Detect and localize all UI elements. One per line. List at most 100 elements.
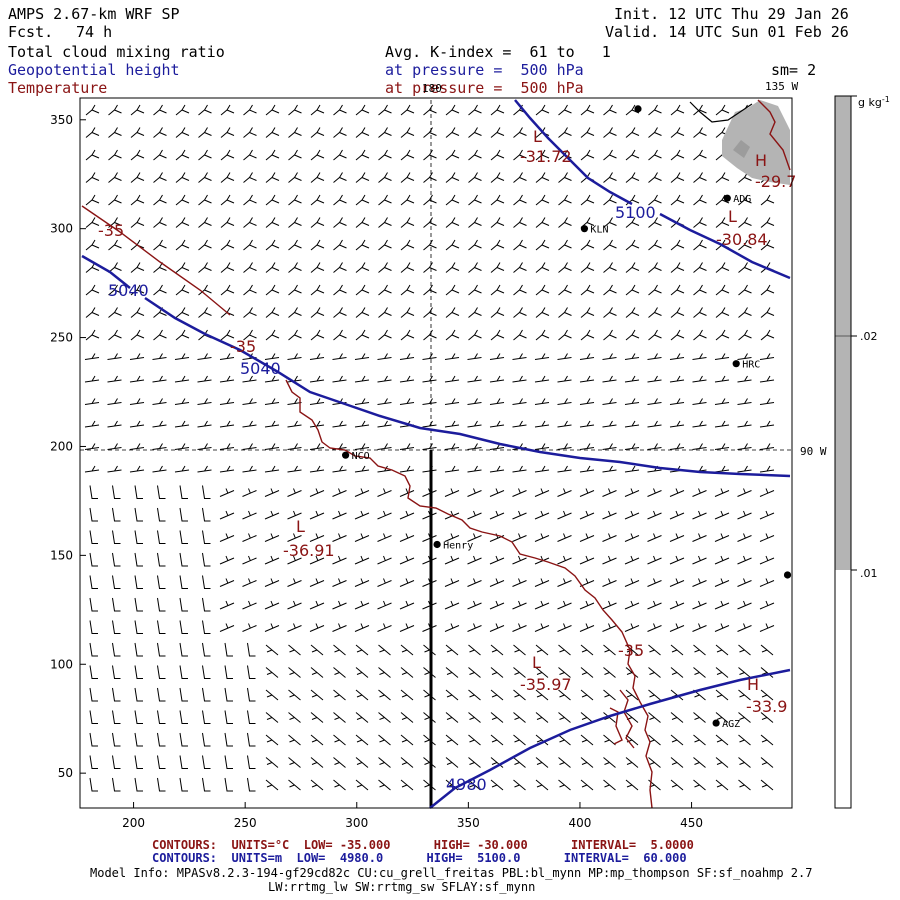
wind-barb [242, 533, 257, 542]
wind-barb [355, 307, 370, 318]
wind-barb [179, 597, 188, 612]
wind-barb [579, 420, 595, 428]
wind-barb [422, 398, 437, 405]
wind-barb [130, 284, 145, 296]
station-marker [732, 360, 740, 368]
wind-barb [333, 104, 347, 116]
wind-barb [625, 734, 639, 746]
wind-barb [648, 734, 661, 746]
wind-barb [513, 644, 526, 656]
wind-barb [242, 623, 257, 632]
coastline [689, 101, 753, 123]
wind-barb-field [84, 104, 775, 792]
wind-barb [580, 284, 595, 296]
wind-barb [108, 127, 122, 138]
wind-barb [355, 644, 369, 656]
wind-barb [738, 307, 752, 318]
wind-barb [265, 239, 280, 251]
wind-barb [287, 578, 302, 587]
wind-barb [602, 465, 617, 473]
wind-barb [535, 712, 549, 723]
wind-barb [625, 329, 640, 341]
wind-barb [175, 149, 190, 161]
wind-barb [355, 262, 370, 273]
wind-barb [220, 262, 235, 273]
wind-barb [333, 127, 347, 138]
wind-barb [445, 149, 460, 161]
wind-barb [89, 710, 98, 724]
wind-barb [534, 398, 550, 405]
x-tick-label: 450 [680, 816, 703, 830]
wind-barb [422, 375, 437, 383]
wind-barb [693, 194, 707, 206]
wind-barb [333, 712, 346, 723]
wind-barb [153, 127, 167, 138]
height-label: 5040 [108, 281, 149, 300]
wind-barb [467, 420, 482, 428]
wind-barb [157, 485, 166, 499]
wind-barb [355, 104, 370, 116]
wind-barb [445, 217, 460, 228]
wind-barb [333, 149, 347, 161]
wind-barb [737, 443, 752, 450]
wind-barb [737, 510, 752, 520]
wind-barb [202, 755, 211, 769]
temp-label: -35 [98, 221, 124, 240]
station-label: Henry [443, 540, 473, 551]
wind-barb [202, 552, 211, 567]
wind-barb [647, 488, 662, 497]
wind-barb [624, 465, 640, 473]
wind-barb [354, 353, 370, 360]
wind-barb [242, 555, 257, 565]
wind-barb [264, 578, 280, 587]
wind-barb [377, 420, 392, 428]
wind-barb [287, 533, 302, 542]
valid-time: Valid. 14 UTC Sun 01 Feb 26 [605, 23, 849, 41]
wind-barb [648, 239, 662, 251]
wind-barb [264, 623, 280, 632]
wind-barb [134, 530, 143, 544]
wind-barb [265, 194, 280, 206]
station-label: AGZ [722, 719, 740, 730]
wind-barb [534, 353, 550, 360]
wind-barb [467, 465, 482, 473]
meridian-180-label: 180 [422, 82, 442, 95]
wind-barb [558, 194, 572, 206]
wind-barb [310, 217, 325, 228]
wind-barb [378, 172, 392, 183]
wind-barb [423, 194, 437, 206]
wind-barb [692, 555, 707, 565]
wind-barb [112, 777, 121, 792]
wind-barb [602, 488, 617, 497]
wind-barb [243, 307, 257, 318]
wind-barb [377, 600, 392, 610]
wind-barb [512, 510, 527, 520]
wind-barb [219, 443, 235, 450]
wind-barb [134, 777, 143, 792]
wind-barb [760, 712, 774, 723]
wind-barb [89, 507, 98, 522]
wind-barb [557, 600, 572, 610]
wind-barb [624, 578, 640, 587]
wind-barb [332, 578, 347, 587]
wind-barb [288, 644, 301, 656]
wind-barb [670, 239, 685, 251]
wind-barb [378, 779, 391, 791]
wind-barb [265, 689, 279, 701]
low-marker: L [532, 653, 541, 672]
wind-barb [579, 623, 595, 632]
wind-barb [220, 217, 235, 228]
wind-barb [333, 217, 347, 228]
wind-barb [647, 555, 662, 565]
wind-barb [648, 689, 661, 701]
wind-barb [264, 353, 280, 360]
station-marker [712, 719, 720, 727]
wind-barb [89, 620, 98, 634]
wind-barb [692, 488, 707, 497]
wind-barb [490, 217, 505, 228]
wind-barb [354, 533, 370, 542]
wind-barb [624, 555, 640, 565]
wind-barb [242, 488, 257, 497]
wind-barb [737, 488, 752, 497]
wind-barb [377, 555, 392, 565]
